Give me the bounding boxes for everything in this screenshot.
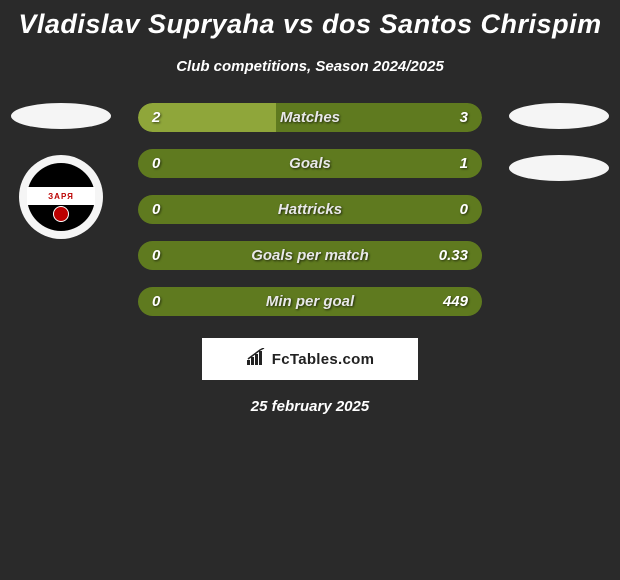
brand-box[interactable]: FcTables.com bbox=[202, 338, 418, 380]
stat-value-right: 0.33 bbox=[439, 247, 468, 264]
chart-icon bbox=[246, 348, 268, 371]
right-player-ellipse-2 bbox=[509, 155, 609, 181]
stat-bar: 0 Goals per match 0.33 bbox=[138, 241, 482, 270]
badge-band: ЗАРЯ bbox=[27, 187, 95, 205]
stat-bar: 2 Matches 3 bbox=[138, 103, 482, 132]
badge-dot bbox=[53, 206, 69, 222]
stat-value-left: 0 bbox=[152, 155, 160, 172]
stat-bar: 0 Hattricks 0 bbox=[138, 195, 482, 224]
stat-bar: 0 Min per goal 449 bbox=[138, 287, 482, 316]
stat-value-left: 0 bbox=[152, 247, 160, 264]
stat-label: Matches bbox=[280, 109, 340, 126]
stat-bar: 0 Goals 1 bbox=[138, 149, 482, 178]
stat-value-right: 0 bbox=[460, 201, 468, 218]
stats-bars: 2 Matches 3 0 Goals 1 0 Hattricks 0 0 Goals per ma… bbox=[116, 103, 504, 316]
left-club-badge: ЗАРЯ bbox=[19, 155, 103, 239]
left-player-ellipse bbox=[11, 103, 111, 129]
stat-label: Goals per match bbox=[251, 247, 369, 264]
stat-label: Hattricks bbox=[278, 201, 342, 218]
stat-value-left: 0 bbox=[152, 201, 160, 218]
stat-value-right: 1 bbox=[460, 155, 468, 172]
comparison-card: Vladislav Supryaha vs dos Santos Chrispi… bbox=[0, 0, 620, 415]
stat-value-right: 3 bbox=[460, 109, 468, 126]
date-text: 25 february 2025 bbox=[0, 398, 620, 415]
stat-label: Goals bbox=[289, 155, 331, 172]
stat-value-left: 2 bbox=[152, 109, 160, 126]
right-player-ellipse-1 bbox=[509, 103, 609, 129]
badge-inner: ЗАРЯ bbox=[27, 163, 95, 231]
stat-value-left: 0 bbox=[152, 293, 160, 310]
page-title: Vladislav Supryaha vs dos Santos Chrispi… bbox=[0, 8, 620, 40]
right-player-col bbox=[504, 103, 614, 181]
main-row: ЗАРЯ 2 Matches 3 0 Goals 1 0 Hattricks 0 0 Goals p… bbox=[0, 103, 620, 316]
stat-value-right: 449 bbox=[443, 293, 468, 310]
left-player-col: ЗАРЯ bbox=[6, 103, 116, 239]
subtitle: Club competitions, Season 2024/2025 bbox=[0, 58, 620, 75]
brand-text: FcTables.com bbox=[272, 351, 375, 368]
stat-label: Min per goal bbox=[266, 293, 354, 310]
